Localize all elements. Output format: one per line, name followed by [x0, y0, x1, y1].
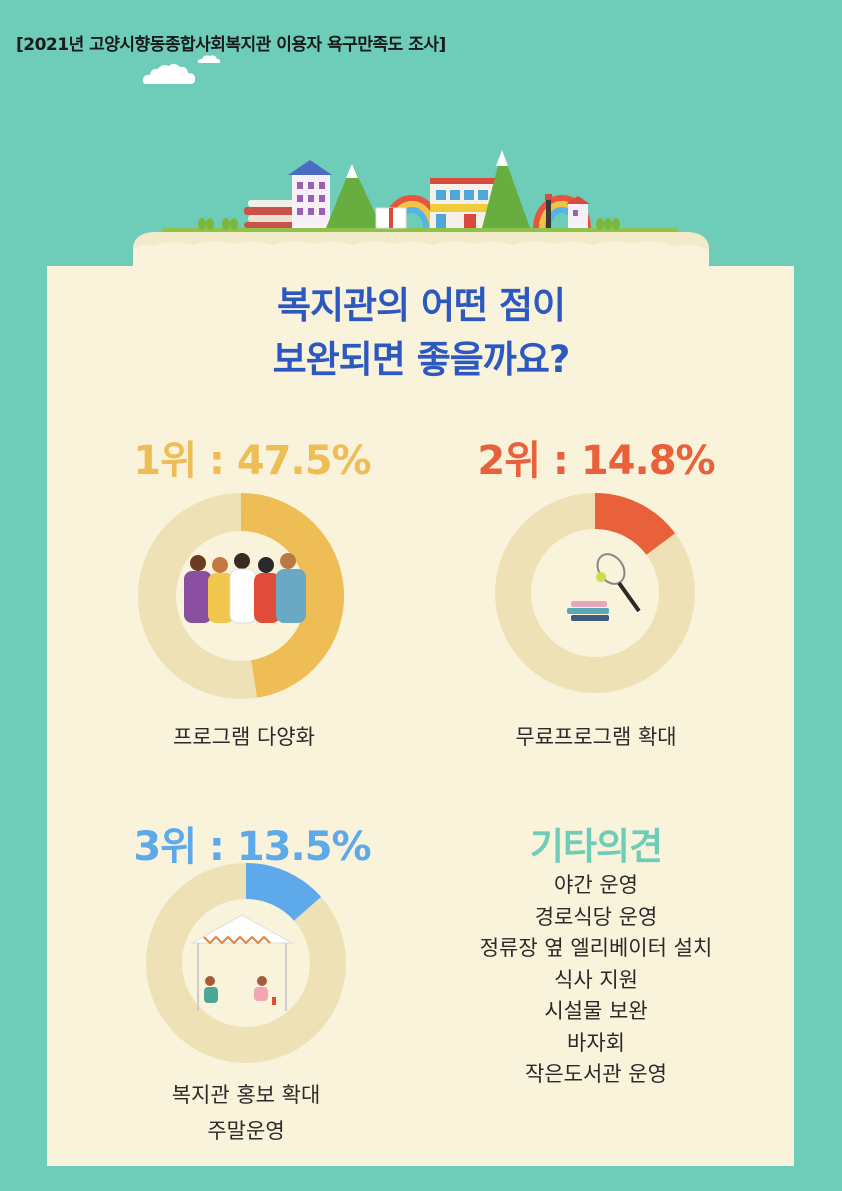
other-opinion-item: 경로식당 운영	[534, 904, 658, 929]
cloud-icon-small	[197, 55, 221, 63]
other-opinion-item: 작은도서관 운영	[525, 1062, 667, 1086]
other-opinion-item: 야간 운영	[554, 873, 638, 897]
donut-chart-2	[495, 493, 695, 693]
rank-2-label: 2위 : 14.8%	[477, 438, 715, 484]
donut-chart-3	[146, 863, 346, 1063]
people-group-icon	[184, 553, 306, 624]
other-opinion-item: 시설물 보완	[544, 999, 648, 1023]
cloud-icon	[142, 63, 196, 84]
rank-3-label: 3위 : 13.5%	[133, 824, 371, 870]
category-1-label: 프로그램 다양화	[173, 725, 315, 749]
donut-arc-2	[594, 493, 676, 556]
rank-1-label: 1위 : 47.5%	[133, 438, 371, 484]
category-3-label-line1: 복지관 홍보 확대	[171, 1083, 321, 1107]
category-2-label: 무료프로그램 확대	[515, 725, 677, 749]
category-3-label-line2: 주말운영	[207, 1119, 285, 1143]
tent-picnic-icon	[190, 914, 294, 1011]
other-opinion-item: 바자회	[567, 1030, 625, 1055]
tennis-books-icon	[567, 553, 641, 621]
other-opinions-list: 야간 운영 경로식당 운영 정류장 옆 엘리베이터 설치 식사 지원 시설물 보…	[446, 870, 746, 1091]
panel-top-hill	[133, 232, 709, 288]
main-title-line1: 복지관의 어떤 점이	[276, 284, 566, 327]
donut-chart-1	[138, 493, 344, 699]
donut-arc-1	[240, 493, 344, 698]
other-opinions-title: 기타의견	[529, 825, 663, 868]
donut-arc-3	[245, 863, 322, 922]
header-title: [2021년 고양시향동종합사회복지관 이용자 욕구만족도 조사]	[16, 35, 446, 55]
other-opinion-item: 식사 지원	[554, 967, 638, 992]
main-title-line2: 보완되면 좋을까요?	[272, 338, 571, 381]
other-opinion-item: 정류장 옆 엘리베이터 설치	[479, 936, 713, 960]
